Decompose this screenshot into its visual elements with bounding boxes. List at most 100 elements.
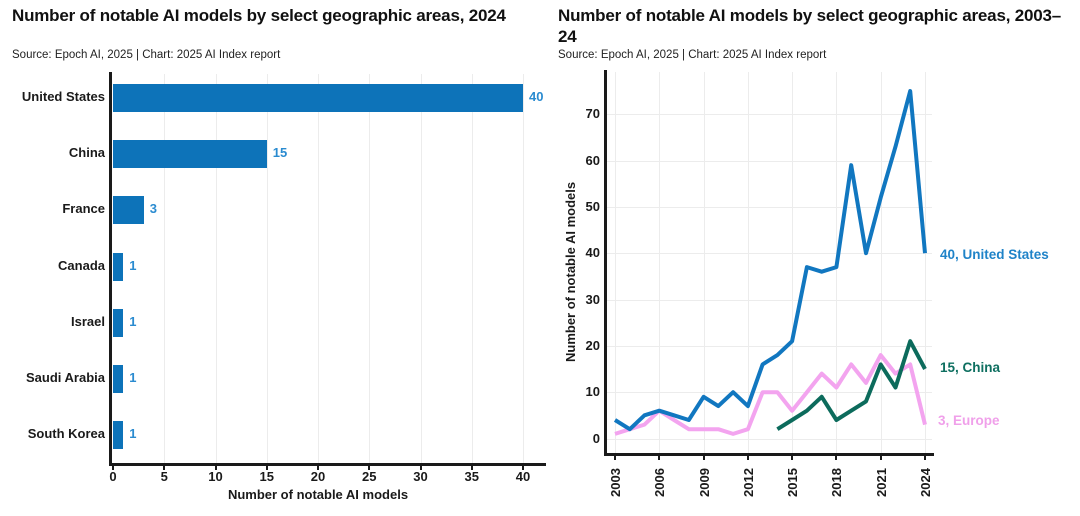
bar [113,140,267,169]
x-tick-label: 35 [464,469,479,484]
bar [113,308,124,337]
gridline-h [606,253,932,255]
gridline-v [659,72,661,453]
bar [113,196,144,225]
bar-value-label: 1 [129,313,137,329]
x-tick-mark [368,466,371,470]
gridline-v [615,72,616,453]
x-tick-mark [522,466,524,470]
line-chart-title: Number of notable AI models by select ge… [558,6,1062,46]
x-tick-label: 0 [109,469,117,484]
gridline-v [318,74,319,463]
bar [113,252,124,281]
bar [113,84,523,112]
gridline-h [606,206,932,208]
gridline-v [266,74,268,463]
x-axis-line [604,453,934,456]
gridline-v [369,74,371,463]
y-tick-label: 0 [592,430,600,446]
gridline-v [792,72,794,453]
bar-value-label: 3 [149,201,157,217]
gridline-v [164,74,166,463]
gridline-h [606,114,932,116]
bar-row-label: Saudi Arabia [26,370,105,385]
y-axis-line [109,72,112,466]
gridline-v [925,72,926,453]
series-line-europe [614,353,927,436]
x-tick-mark [924,456,926,460]
line-chart-source: Source: Epoch AI, 2025 | Chart: 2025 AI … [558,49,827,61]
line-chart-y-axis-title: Number of notable AI models [563,181,578,362]
y-tick-label: 10 [585,384,600,400]
bar-value-label: 1 [129,257,137,273]
x-tick-mark [163,466,166,470]
x-tick-label: 40 [515,469,531,484]
x-tick-label: 15 [259,469,274,484]
x-tick-mark [791,456,794,460]
x-tick-label: 2021 [873,468,889,497]
gridline-h [606,160,932,162]
bar-value-label: 1 [129,370,137,385]
bar-row-label: Canada [58,257,105,273]
x-tick-mark [879,456,882,460]
gridline-v [215,74,217,463]
series-label-united-states: 40, United States [940,247,1049,262]
bar-chart-source: Source: Epoch AI, 2025 | Chart: 2025 AI … [12,49,281,61]
x-tick-mark [317,466,319,470]
bar [113,365,124,393]
y-tick-label: 20 [585,337,600,353]
x-tick-mark [112,466,114,470]
x-tick-mark [470,466,473,470]
series-label-china: 15, China [940,360,1001,375]
y-tick-label: 50 [585,198,600,214]
x-tick-label: 30 [413,469,428,484]
x-tick-label: 5 [160,469,168,484]
y-tick-label: 30 [585,291,600,307]
x-tick-label: 25 [362,469,377,484]
gridline-v [420,74,422,463]
line-chart-panel: Number of notable AI models by select ge… [540,0,1080,516]
series-line-united-states [613,89,927,432]
x-tick-mark [614,456,616,460]
x-tick-label: 2009 [696,468,712,497]
x-axis-line [109,463,546,466]
x-tick-mark [214,466,217,470]
bar-row-label: South Korea [27,426,105,442]
series-line-china [776,339,927,431]
gridline-v [747,72,749,453]
bar-row-label: Israel [71,313,105,329]
y-axis-line [604,70,607,456]
bar [113,421,124,450]
x-tick-label: 2003 [608,468,623,497]
bar-value-label: 1 [129,426,137,442]
x-tick-mark [835,456,838,460]
bar-row-label: United States [21,89,105,104]
x-tick-label: 2024 [918,468,933,497]
gridline-v [471,74,473,463]
x-tick-label: 2018 [829,468,845,497]
x-tick-label: 2015 [785,468,801,497]
line-chart-plot: 0 10 20 30 40 50 60 70 2003 2006 2009 2012 2015 2018 2… [540,0,1080,516]
x-tick-label: 10 [208,469,223,484]
x-tick-mark [746,456,749,460]
bar-row-label: France [62,201,105,217]
x-tick-mark [702,456,705,460]
x-tick-label: 20 [310,469,326,484]
bar-value-label: 40 [529,89,544,104]
gridline-v [703,72,705,453]
gridline-h [606,345,932,347]
gridline-v [523,74,524,463]
bar-chart-title: Number of notable AI models by select ge… [12,6,506,25]
x-tick-mark [658,456,661,460]
bar-value-label: 15 [272,145,288,161]
gridline-h [606,299,932,301]
gridline-v [880,72,882,453]
bar-chart-x-axis-title: Number of notable AI models [227,487,409,502]
y-tick-label: 70 [585,106,600,122]
gridline-h [606,438,932,440]
y-tick-label: 40 [585,245,600,261]
y-tick-label: 60 [585,152,600,168]
bar-chart-plot: United States 40 China 15 France 3 Canada 1 Isra… [21,72,546,484]
x-tick-mark [265,466,268,470]
